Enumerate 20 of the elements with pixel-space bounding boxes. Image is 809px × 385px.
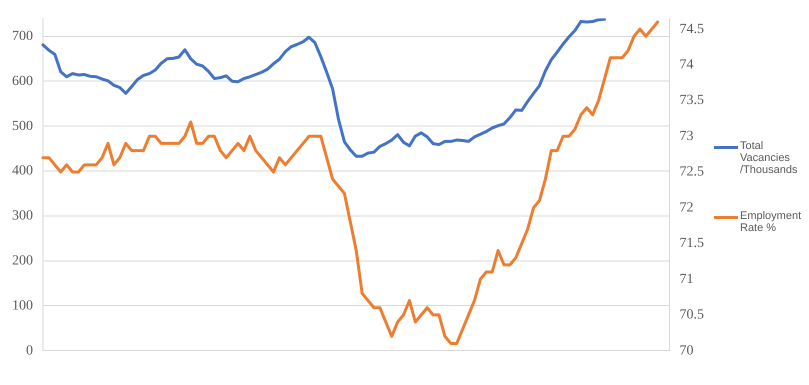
y2-tick-label: 73.5 bbox=[680, 93, 704, 108]
y-tick-label: 100 bbox=[12, 298, 33, 314]
legend-label: Total Vacancies /Thousands bbox=[740, 140, 798, 176]
y-tick-label: 300 bbox=[12, 208, 33, 224]
y-tick-label: 500 bbox=[12, 118, 33, 134]
y2-tick-label: 70.5 bbox=[680, 308, 704, 323]
y2-tick-label: 72 bbox=[680, 200, 694, 216]
y-tick-label: 700 bbox=[12, 29, 33, 44]
y-tick-label: 600 bbox=[12, 74, 33, 89]
y-tick-label: 400 bbox=[12, 164, 33, 179]
y2-tick-label: 72.5 bbox=[680, 164, 704, 180]
y2-tick-label: 71 bbox=[680, 272, 694, 287]
y2-tick-label: 71.5 bbox=[680, 236, 704, 252]
y-tick-label: 200 bbox=[12, 253, 33, 268]
y2-tick-label: 73 bbox=[680, 128, 694, 144]
y2-tick-label: 70 bbox=[680, 343, 694, 358]
y2-tick-label: 74 bbox=[680, 58, 694, 73]
y2-tick-label: 74.5 bbox=[680, 22, 704, 37]
legend-label: Employment Rate % bbox=[740, 210, 802, 234]
y-tick-label: 0 bbox=[26, 343, 33, 358]
